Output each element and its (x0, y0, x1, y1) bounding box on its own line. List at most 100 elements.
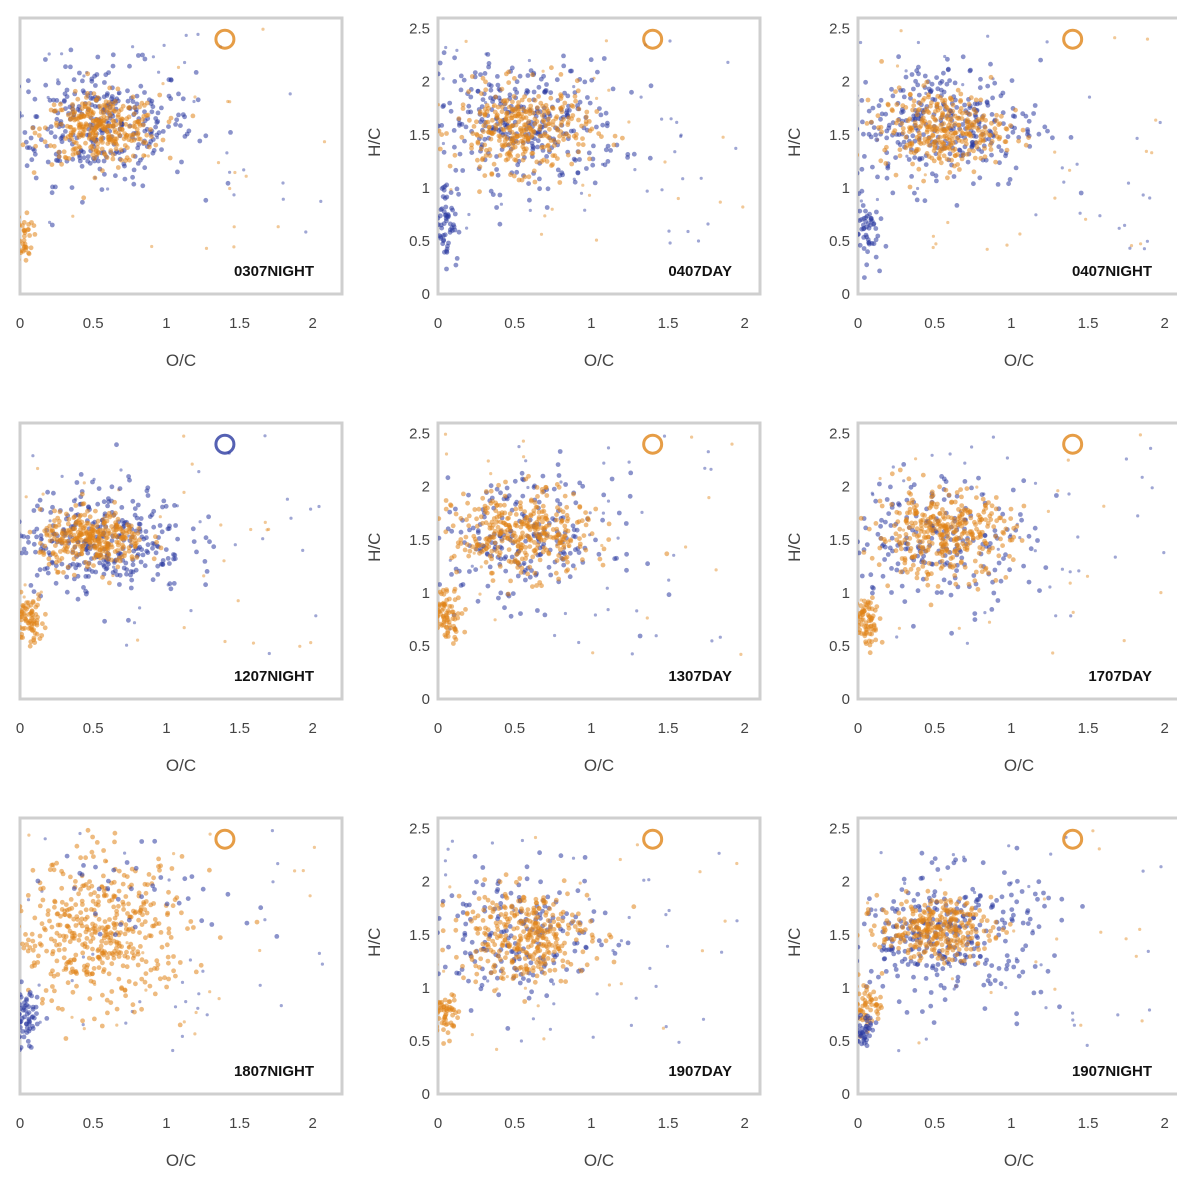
scatter-point (95, 518, 101, 524)
scatter-point (532, 540, 537, 545)
scatter-point (537, 533, 543, 539)
scatter-point (884, 144, 889, 150)
scatter-point (20, 904, 23, 909)
scatter-point (913, 520, 918, 526)
scatter-point (478, 514, 484, 520)
scatter-point (1068, 168, 1072, 172)
scatter-point (602, 162, 608, 168)
scatter-point (119, 554, 125, 560)
scatter-point (141, 139, 146, 145)
scatter-point (373, 109, 378, 114)
scatter-point (95, 501, 101, 507)
scatter-point (75, 573, 81, 579)
scatter-point (509, 135, 515, 141)
scatter-point (902, 599, 908, 604)
scatter-point (102, 618, 107, 624)
y-axis-title: H/C (785, 128, 804, 157)
scatter-point (980, 129, 985, 135)
scatter-point (147, 144, 152, 150)
x-tick-label: 0.5 (83, 315, 104, 332)
scatter-point (497, 138, 502, 143)
scatter-point (164, 942, 170, 948)
scatter-point (105, 541, 111, 547)
scatter-point (860, 203, 866, 208)
scatter-point (21, 546, 27, 552)
scatter-point (574, 78, 580, 84)
scatter-point (91, 854, 96, 859)
scatter-point (70, 114, 76, 120)
scatter-point (113, 527, 119, 533)
scatter-point (107, 107, 113, 113)
scatter-point (918, 549, 924, 555)
scatter-point (161, 498, 167, 504)
scatter-point (1003, 552, 1008, 558)
scatter-point (183, 60, 187, 65)
scatter-point (978, 563, 984, 569)
scatter-point (441, 103, 447, 108)
scatter-point (943, 539, 948, 544)
scatter-point (907, 92, 913, 98)
scatter-point (48, 936, 54, 942)
scatter-point (50, 504, 55, 510)
scatter-point (539, 159, 544, 164)
scatter-point (952, 573, 958, 578)
scatter-point (1060, 166, 1064, 170)
scatter-point (498, 590, 504, 596)
scatter-point (24, 210, 30, 216)
scatter-point (288, 92, 292, 96)
scatter-point (130, 174, 136, 180)
scatter-point (958, 98, 963, 103)
scatter-point (928, 103, 933, 109)
scatter-point (988, 61, 993, 67)
scatter-point (125, 617, 131, 623)
scatter-point (947, 151, 953, 157)
scatter-point (931, 158, 937, 164)
scatter-point (173, 1005, 178, 1009)
scatter-point (480, 495, 486, 501)
scatter-point (448, 190, 454, 196)
scatter-point (455, 540, 461, 546)
scatter-point (466, 553, 472, 559)
scatter-point (92, 890, 97, 896)
scatter-point (89, 528, 95, 534)
scatter-point (1005, 456, 1010, 460)
scatter-point (182, 114, 188, 120)
scatter-point (989, 139, 995, 144)
scatter-point (598, 112, 604, 118)
scatter-point (555, 167, 561, 173)
scatter-point (2, 550, 7, 555)
scatter-point (490, 578, 496, 583)
scatter-point (444, 452, 449, 456)
scatter-point (242, 168, 246, 172)
scatter-point (55, 922, 61, 928)
scatter-point (126, 105, 131, 111)
scatter-point (71, 556, 77, 562)
scatter-point (699, 176, 703, 180)
scatter-point (564, 512, 570, 518)
scatter-point (526, 473, 531, 479)
scatter-point (20, 215, 21, 219)
scatter-point (119, 505, 125, 510)
scatter-point (523, 577, 528, 583)
scatter-point (936, 521, 942, 526)
scatter-point (82, 127, 87, 133)
scatter-point (1051, 651, 1055, 655)
scatter-point (138, 559, 144, 565)
scatter-point (989, 503, 995, 509)
scatter-point (116, 888, 122, 894)
scatter-point (448, 227, 453, 233)
scatter-point (112, 499, 117, 505)
scatter-point (908, 95, 913, 101)
scatter-point (139, 1006, 145, 1012)
scatter-point (11, 219, 16, 224)
scatter-point (76, 134, 82, 140)
scatter-point (861, 226, 866, 232)
scatter-point (530, 584, 535, 589)
scatter-point (155, 563, 161, 569)
scatter-point (662, 434, 667, 438)
scatter-point (1124, 457, 1128, 461)
scatter-point (892, 128, 898, 134)
scatter-point (418, 100, 423, 105)
scatter-point (20, 631, 25, 637)
